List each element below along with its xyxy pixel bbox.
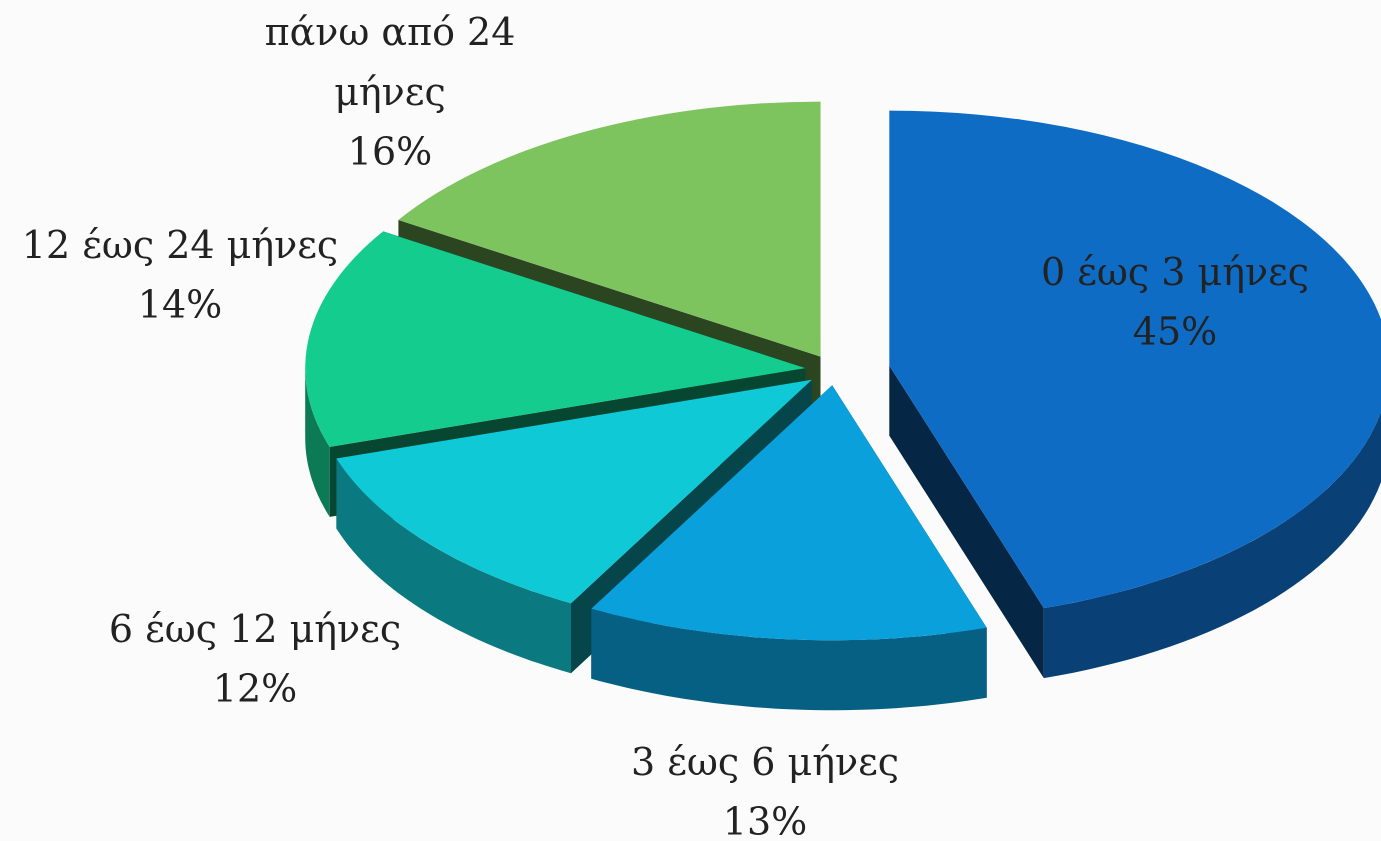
slice-top	[889, 110, 1381, 609]
slice-top	[591, 385, 987, 641]
slice-value-label: 12%	[213, 667, 297, 711]
slice-value-label: 45%	[1133, 310, 1217, 354]
slice-side	[305, 368, 330, 517]
slice-wall	[889, 365, 1044, 679]
slice-label: 3 έως 6 μήνες	[631, 740, 899, 784]
slice-value-label: 16%	[348, 130, 432, 174]
slice-label: 6 έως 12 μήνες	[109, 607, 401, 651]
slice-side	[336, 458, 571, 674]
slice-top	[398, 101, 821, 357]
slice	[889, 110, 1381, 679]
slice-top	[336, 379, 812, 604]
slice	[591, 385, 987, 711]
slice-label: πάνω από 24 μήνες	[265, 10, 516, 114]
slice-value-label: 14%	[138, 283, 222, 327]
slice-side	[591, 608, 987, 711]
slice-label: 12 έως 24 μήνες	[22, 223, 338, 267]
slice-top	[305, 231, 806, 447]
slice-value-label: 13%	[723, 800, 807, 841]
slice-label: 0 έως 3 μήνες	[1041, 250, 1309, 294]
slice-side	[1043, 411, 1381, 679]
